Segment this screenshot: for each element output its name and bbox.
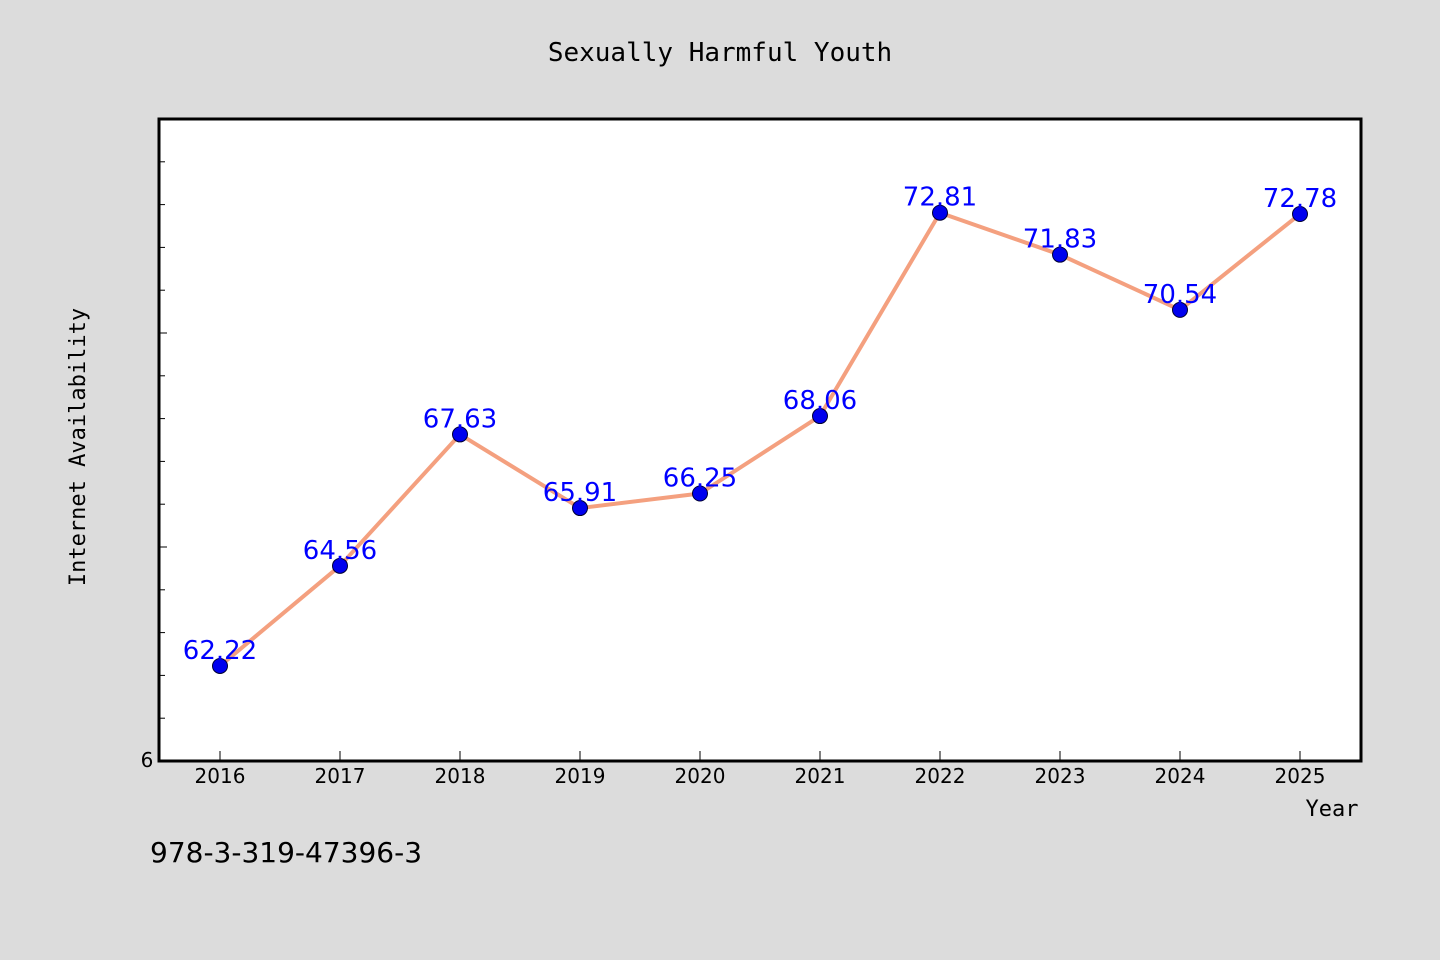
data-label: 65.91 (543, 478, 617, 508)
data-label: 62.22 (183, 636, 257, 666)
data-label: 64.56 (303, 536, 377, 566)
plot-area (157, 117, 1363, 763)
data-point (1292, 206, 1308, 223)
x-tick-label: 2022 (915, 764, 966, 788)
data-point (1172, 301, 1188, 318)
data-point (572, 500, 588, 517)
x-tick-label: 2017 (315, 764, 366, 788)
x-axis-ticks: 2016 2017 2018 2019 2020 2021 2022 2023 2024 2025 (195, 751, 1326, 788)
data-point (812, 408, 828, 425)
x-tick-label: 2016 (195, 764, 246, 788)
data-label: 72.81 (903, 183, 977, 213)
data-point (452, 426, 468, 443)
data-label: 72.78 (1263, 184, 1337, 214)
isbn-text: 978-3-319-47396-3 (150, 836, 422, 869)
x-tick-label: 2020 (675, 764, 726, 788)
y-tick-label: 6 (141, 748, 154, 772)
x-tick-label: 2024 (1155, 764, 1206, 788)
chart-title: Sexually Harmful Youth (548, 38, 892, 68)
data-point (1052, 246, 1068, 263)
data-label: 71.83 (1023, 225, 1097, 255)
x-axis-label: Year (1306, 797, 1359, 822)
x-tick-label: 2025 (1275, 764, 1326, 788)
series-line (218, 210, 1302, 668)
x-tick-label: 2023 (1035, 764, 1086, 788)
data-point (932, 204, 948, 221)
data-label: 70.54 (1143, 280, 1217, 310)
data-label: 68.06 (783, 386, 857, 416)
data-point (692, 485, 708, 502)
data-point (212, 657, 228, 674)
data-label: 67.63 (423, 404, 497, 434)
series-layer: 62.22 64.56 67.63 65.91 66.25 68.06 72.81 71.83… (183, 183, 1337, 674)
y-axis-label: Internet Availability (66, 308, 91, 586)
data-point (332, 557, 348, 574)
y-axis-ticks (159, 161, 167, 719)
x-tick-label: 2019 (555, 764, 606, 788)
data-label: 66.25 (663, 464, 737, 494)
x-tick-label: 2021 (795, 764, 846, 788)
x-tick-label: 2018 (435, 764, 486, 788)
